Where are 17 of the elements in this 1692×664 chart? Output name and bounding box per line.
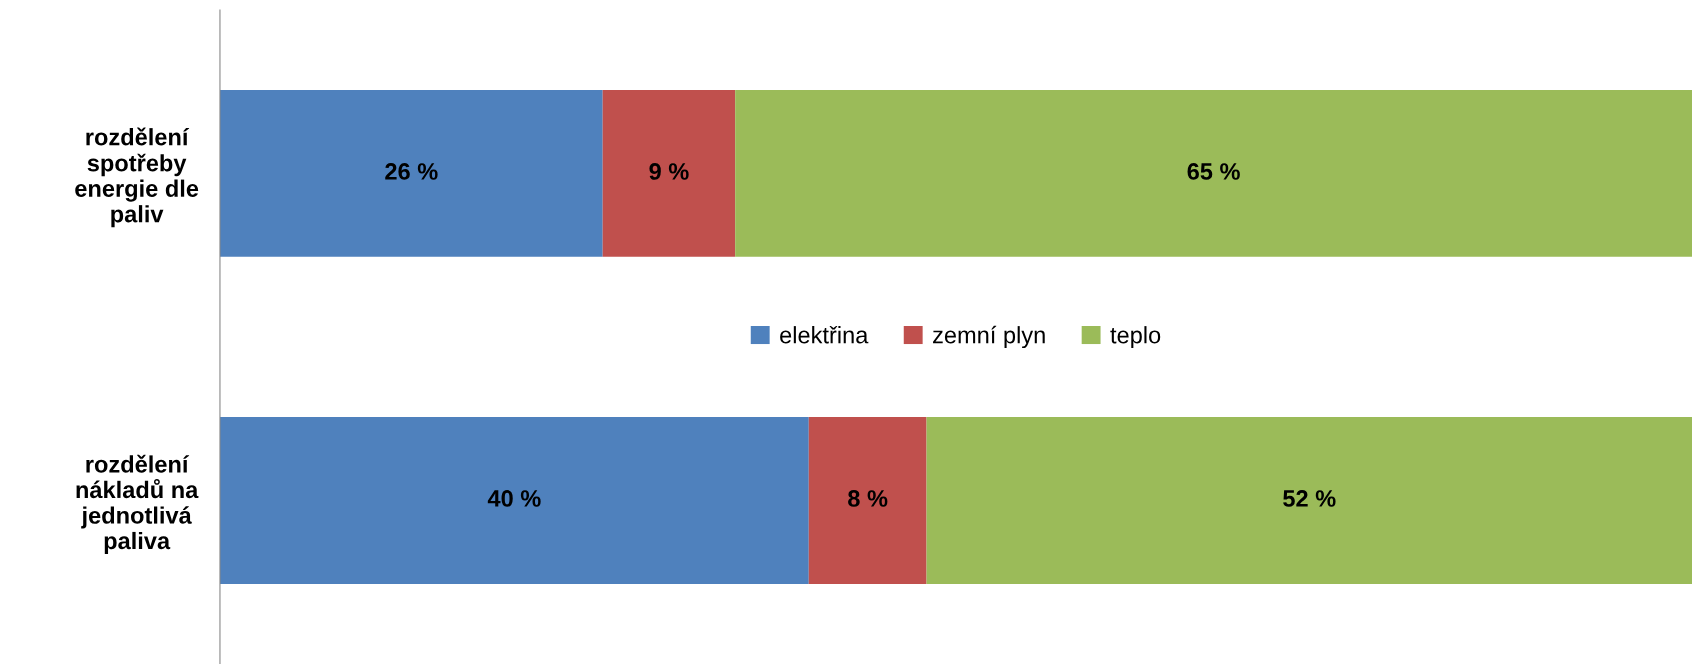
data-label: 26 % [385,163,438,180]
data-label: 8 % [848,490,888,507]
bar [219,417,809,584]
legend-label: teplo [1110,326,1161,349]
bar [735,90,1692,257]
legend-label: zemní plyn [933,325,1045,349]
data-label: 40 % [487,490,541,507]
bar [808,417,927,584]
data-label: 9 % [649,163,689,180]
data-label: 52 % [1283,490,1336,507]
legend-label: elektřina [780,326,869,344]
data-label: 65 % [1187,163,1240,180]
bar [602,90,736,257]
bar [926,417,1692,584]
y-tick-label: rozdělení spotřeby energie dle paliv [75,127,199,228]
bar [219,90,603,257]
y-tick-label: rozdělení nákladů na jednotlivá paliva [76,454,199,554]
